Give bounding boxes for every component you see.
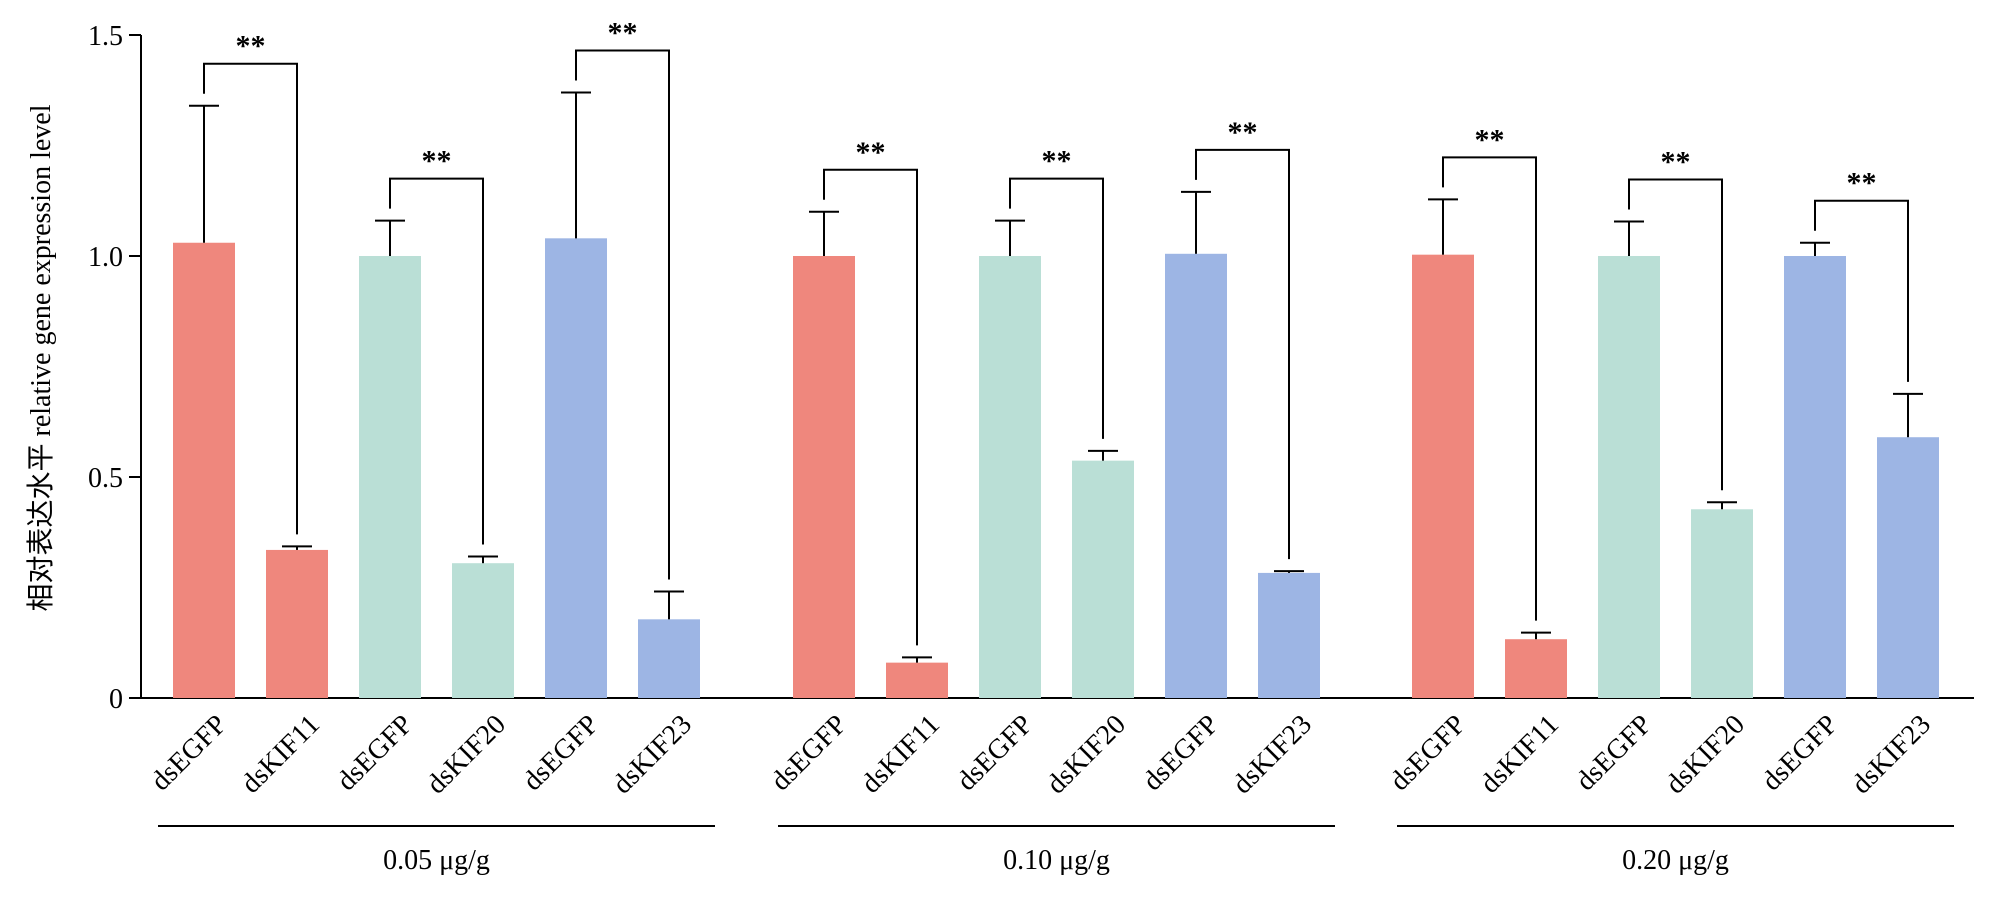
- significance-bracket: [1814, 199, 1909, 382]
- significance-label: **: [856, 136, 886, 169]
- significance-bracket: [1195, 148, 1290, 560]
- bars: [173, 238, 1939, 699]
- category-label: dsKIF11: [235, 709, 325, 799]
- y-tick-label: 0.5: [88, 463, 123, 494]
- group-label: 0.10 μg/g: [1003, 845, 1110, 876]
- significance-bracket: [203, 62, 298, 535]
- category-label: dsKIF20: [1660, 709, 1751, 800]
- bar: [1412, 254, 1474, 698]
- category-label: dsEGFP: [1756, 709, 1844, 797]
- category-label: dsEGFP: [331, 709, 419, 797]
- category-label: dsKIF23: [607, 709, 698, 800]
- bar: [1877, 437, 1939, 698]
- significance-brackets: ** ** ** ** ** ** ** ** **: [203, 16, 1909, 646]
- bar: [793, 256, 855, 698]
- significance-label: **: [1042, 145, 1072, 178]
- significance-bracket: [389, 177, 484, 545]
- bar: [266, 549, 328, 698]
- category-label: dsKIF11: [855, 709, 945, 799]
- category-label: dsKIF23: [1227, 709, 1318, 800]
- bar: [1691, 509, 1753, 698]
- y-tick-label: 1.5: [88, 21, 123, 52]
- category-label: dsKIF20: [421, 709, 512, 800]
- bar: [1258, 572, 1320, 698]
- bar: [452, 563, 514, 698]
- bar: [359, 256, 421, 698]
- bar: [1598, 256, 1660, 698]
- bar: [173, 242, 235, 699]
- category-label: dsEGFP: [145, 709, 233, 797]
- significance-label: **: [1475, 123, 1505, 156]
- category-label: dsKIF20: [1041, 709, 1132, 800]
- category-label: dsKIF23: [1846, 709, 1937, 800]
- category-label: dsEGFP: [1137, 709, 1225, 797]
- category-label: dsKIF11: [1474, 709, 1564, 799]
- significance-label: **: [1228, 116, 1258, 149]
- significance-bracket: [823, 168, 918, 646]
- significance-label: **: [608, 16, 638, 49]
- bar: [638, 619, 700, 698]
- group-label: 0.20 μg/g: [1622, 845, 1729, 876]
- y-tick-label: 1.0: [88, 242, 123, 273]
- bar: [979, 256, 1041, 698]
- bar: [1165, 253, 1227, 699]
- significance-label: **: [1661, 146, 1691, 179]
- bar: [1784, 256, 1846, 698]
- y-axis-label: 相对表达水平 relative gene expression level: [25, 104, 57, 611]
- bar: [545, 238, 607, 698]
- category-label: dsEGFP: [517, 709, 605, 797]
- bar: [1505, 639, 1567, 698]
- significance-label: **: [236, 30, 266, 63]
- significance-bracket: [1628, 178, 1723, 491]
- error-bars: [189, 91, 1923, 663]
- bar: [886, 662, 948, 698]
- group-label: 0.05 μg/g: [383, 845, 490, 876]
- significance-label: **: [1847, 167, 1877, 200]
- y-tick-label: 0: [109, 684, 123, 715]
- category-label: dsEGFP: [1570, 709, 1658, 797]
- category-label: dsEGFP: [951, 709, 1039, 797]
- bar: [1072, 460, 1134, 698]
- significance-bracket: [1442, 156, 1537, 621]
- category-label: dsEGFP: [1384, 709, 1472, 797]
- significance-bracket: [575, 49, 670, 580]
- group-labels: 0.05 μg/g 0.10 μg/g 0.20 μg/g: [158, 825, 1954, 876]
- category-label: dsEGFP: [765, 709, 853, 797]
- significance-bracket: [1009, 177, 1104, 439]
- y-axis: 0 0.5 1.0 1.5: [88, 21, 142, 715]
- significance-label: **: [422, 145, 452, 178]
- category-labels: dsEGFP dsKIF11 dsEGFP dsKIF20 dsEGFP dsKIF23 d…: [145, 709, 1937, 800]
